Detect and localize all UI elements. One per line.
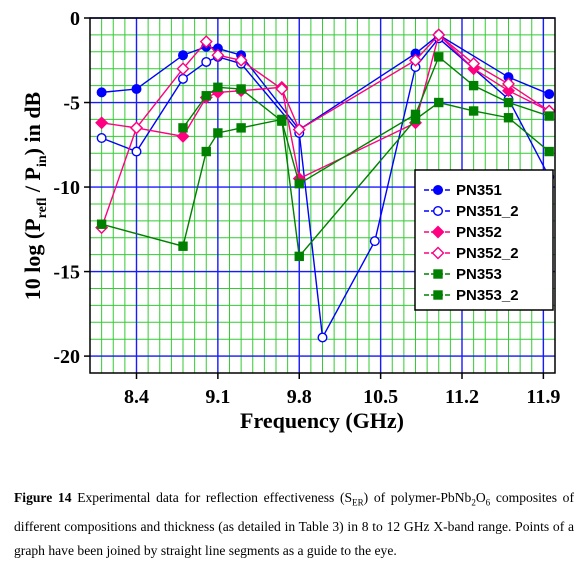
data-point xyxy=(502,77,515,91)
data-point xyxy=(199,35,213,49)
y-axis-title-sub-in: in xyxy=(35,155,50,167)
y-tick-label: -15 xyxy=(53,262,80,284)
figure-caption: Figure 14 Experimental data for reflecti… xyxy=(14,486,574,563)
legend-swatch-marker xyxy=(433,290,443,300)
caption-text-2: ) of polymer-PbNb xyxy=(363,490,472,505)
legend-entry: PN351 xyxy=(424,182,502,199)
data-point xyxy=(201,146,211,157)
caption-text-3: O xyxy=(475,490,486,505)
data-point xyxy=(178,123,188,133)
data-point xyxy=(177,73,188,84)
y-tick-label: -20 xyxy=(53,346,80,368)
data-point xyxy=(234,53,248,67)
legend-entry: PN353_2 xyxy=(424,287,519,304)
x-tick-label: 9.1 xyxy=(205,386,230,408)
series-line xyxy=(101,101,550,259)
data-point xyxy=(95,116,109,130)
legend-label: PN353_2 xyxy=(456,287,519,304)
y-tick-label: 0 xyxy=(70,8,80,30)
data-point xyxy=(434,97,444,108)
y-tick-label: -10 xyxy=(53,177,80,199)
series-layer xyxy=(95,28,556,343)
data-point xyxy=(236,84,246,94)
data-point xyxy=(467,57,481,71)
data-point xyxy=(544,89,555,100)
legend-swatch-marker xyxy=(431,225,445,239)
legend-label: PN353 xyxy=(456,266,502,283)
legend-swatch-marker xyxy=(431,246,445,260)
legend-swatch-marker xyxy=(433,184,444,195)
caption-text-4: composites of different compositions and… xyxy=(14,490,574,558)
legend-label: PN352 xyxy=(456,224,502,241)
legend-swatch-marker xyxy=(433,269,443,279)
y-axis-title-sub-refl: refl xyxy=(35,198,50,219)
data-point xyxy=(502,84,515,98)
legend-label: PN352_2 xyxy=(456,245,519,262)
data-point xyxy=(292,123,306,137)
legend-entry: PN352_2 xyxy=(424,245,519,262)
data-point xyxy=(275,82,289,96)
legend-label: PN351_2 xyxy=(456,203,519,220)
axis-ticks: 8.4 9.1 9.8 10.5 11.2 11.9 0 -5 -10 -15 -20 xyxy=(53,8,560,408)
caption-text-1: Experimental data for reflection effecti… xyxy=(71,490,353,505)
x-axis-title: Frequency (GHz) xyxy=(240,408,404,433)
data-point xyxy=(213,128,223,138)
chart: 8.4 9.1 9.8 10.5 11.2 11.9 0 -5 -10 -15 -20 Freque… xyxy=(20,8,560,433)
data-point xyxy=(468,80,479,91)
data-point xyxy=(201,56,212,67)
data-point xyxy=(96,133,107,144)
data-point xyxy=(236,123,246,133)
y-axis-title-prefix: 10 log (P xyxy=(20,218,45,300)
caption-sub-1: ER xyxy=(352,497,364,508)
y-axis-title-suffix: ) in dB xyxy=(20,91,45,155)
data-point xyxy=(294,251,304,262)
caption-sub-2: 2 xyxy=(471,497,476,508)
plot-frame xyxy=(89,17,556,374)
x-tick-label: 8.4 xyxy=(124,386,149,408)
legend-label: PN351 xyxy=(456,182,502,199)
data-point xyxy=(211,48,225,62)
data-point xyxy=(409,53,422,67)
x-tick-label: 11.9 xyxy=(526,386,560,408)
data-point xyxy=(294,178,304,189)
x-tick-label: 10.5 xyxy=(363,386,398,408)
data-point xyxy=(432,28,446,42)
legend-entry: PN352 xyxy=(424,224,502,241)
legend-entry: PN353 xyxy=(424,266,502,283)
data-point xyxy=(96,219,107,229)
caption-sub-3: 6 xyxy=(485,497,491,508)
data-point xyxy=(178,241,188,251)
data-point xyxy=(410,109,421,120)
data-point xyxy=(544,111,554,121)
data-point xyxy=(131,83,142,94)
data-point xyxy=(131,146,142,157)
data-point xyxy=(213,82,223,93)
x-tick-label: 9.8 xyxy=(287,386,312,408)
caption-label: Figure 14 xyxy=(14,490,72,505)
data-point xyxy=(434,52,444,62)
legend-entry: PN351_2 xyxy=(424,203,519,220)
data-point xyxy=(201,91,211,101)
legend: PN351 PN351_2 PN352 PN352_2 PN353 PN353_2 xyxy=(414,169,554,311)
data-point xyxy=(468,106,479,116)
data-point xyxy=(176,129,190,143)
x-tick-label: 11.2 xyxy=(445,386,479,408)
data-point xyxy=(503,97,514,108)
series-pn352-2 xyxy=(95,28,556,235)
data-point xyxy=(177,50,188,61)
data-point xyxy=(96,87,107,98)
y-axis-title: 10 log (Prefl / Pin) in dB xyxy=(20,91,50,300)
legend-swatch-marker xyxy=(433,205,444,216)
data-point xyxy=(544,146,554,157)
data-point xyxy=(317,332,328,343)
data-point xyxy=(176,62,190,76)
data-point xyxy=(130,121,143,135)
data-point xyxy=(277,116,287,126)
y-tick-label: -5 xyxy=(63,93,80,115)
data-point xyxy=(503,113,514,123)
y-axis-title-mid: / P xyxy=(20,167,45,198)
series-pn353-2 xyxy=(178,52,554,189)
data-point xyxy=(369,236,380,247)
